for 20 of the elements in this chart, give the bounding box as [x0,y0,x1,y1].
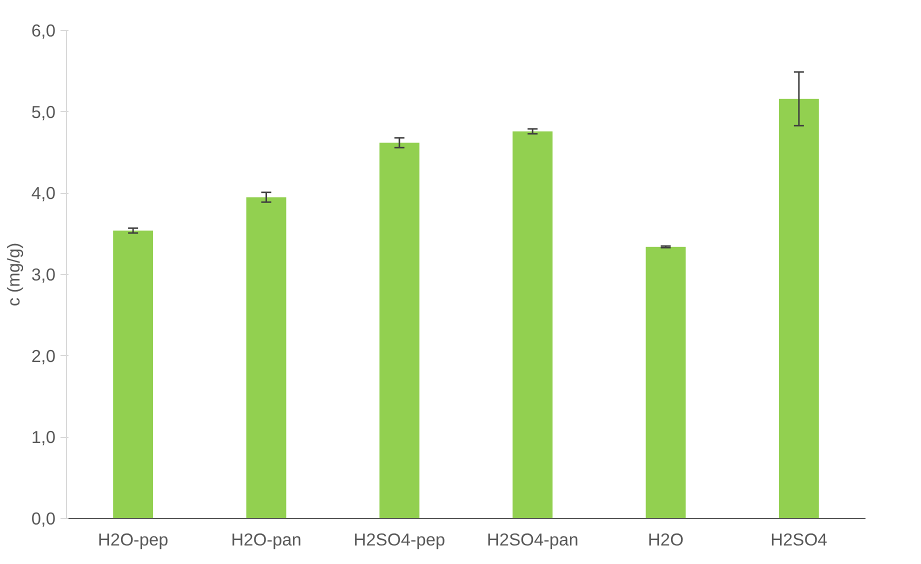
y-tick-label: 4,0 [31,183,56,204]
y-tick-label: 2,0 [31,346,56,366]
y-tick-label: 3,0 [31,264,56,284]
bar [246,197,286,518]
y-axis-title: c (mg/g) [3,242,24,306]
bar [512,131,553,518]
x-tick-label: H2SO4 [770,530,828,550]
y-tick-label: 0,0 [31,508,56,528]
bar [646,246,686,518]
bar [379,142,420,518]
x-tick-label: H2O-pan [231,530,302,550]
x-tick-label: H2SO4-pep [354,530,446,550]
bar [778,98,819,518]
y-tick-label: 1,0 [31,427,56,448]
x-tick-label: H2SO4-pan [486,530,578,550]
x-tick-label: H2O [648,530,684,550]
y-tick-label: 6,0 [31,20,56,40]
y-tick-label: 5,0 [31,102,56,122]
bar [113,230,154,518]
x-tick-label: H2O-pep [98,530,168,550]
